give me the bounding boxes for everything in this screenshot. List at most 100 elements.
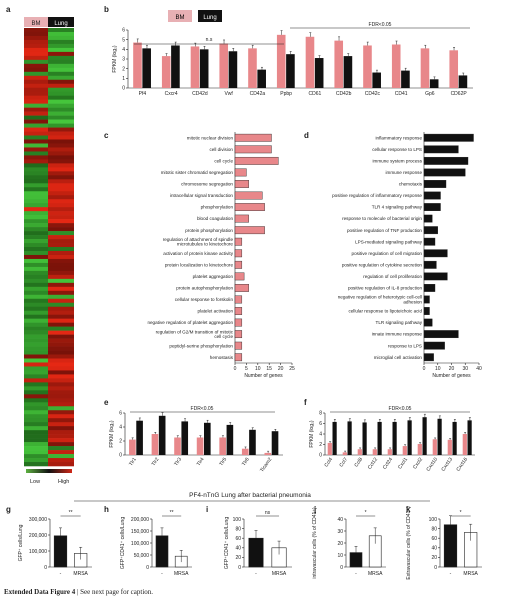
bar xyxy=(423,203,441,211)
y-tick-label: 6 xyxy=(319,421,322,427)
heatmap-cell-lung xyxy=(48,274,74,280)
bar-lung xyxy=(142,48,151,88)
panel-g-letter: g xyxy=(6,505,11,514)
y-tick-label: 40 xyxy=(337,517,343,523)
panel-b: b BM Lung xyxy=(104,5,222,22)
bar-bm xyxy=(327,442,332,455)
bar-lung xyxy=(158,415,166,455)
category-label: peptidyl-serine phosphorylation xyxy=(169,343,233,348)
heatmap-cell-bm xyxy=(24,35,48,41)
heatmap-cell-bm xyxy=(24,63,48,69)
heatmap-cell-lung xyxy=(48,458,74,463)
heatmap-cell-bm xyxy=(24,286,48,292)
x-tick-label: Tlr1 xyxy=(128,457,138,468)
heatmap-cell-lung xyxy=(48,386,74,391)
heatmap-bm-label: BM xyxy=(32,21,41,27)
heatmap-cell-lung xyxy=(48,426,74,431)
heatmap-cell-bm xyxy=(24,362,48,367)
x-tick-label: Tlr5 xyxy=(218,457,228,468)
panel-j-letter: j xyxy=(313,505,316,514)
category-label: activation of protein kinase activity xyxy=(163,251,233,256)
chart-panel-k: 0 20 40 60 80 100 - MRSA * Extravascular cells (%… xyxy=(406,506,482,580)
heatmap-cell-lung xyxy=(48,314,74,319)
heatmap-cell-bm xyxy=(24,266,48,272)
bar xyxy=(234,353,243,362)
heatmap-cell-bm xyxy=(24,334,48,339)
x-tick-label: Ccl8 xyxy=(353,457,364,469)
bar-bm xyxy=(129,439,136,455)
heatmap-cell-lung xyxy=(48,159,74,164)
bar-lung xyxy=(372,72,381,88)
heatmap-cell-bm xyxy=(24,322,48,327)
bar xyxy=(423,307,430,315)
x-tick-label: 15 xyxy=(266,366,272,372)
heatmap-cell-lung xyxy=(48,282,74,288)
heatmap-cell-bm xyxy=(24,378,48,383)
y-tick-label: 20 xyxy=(235,555,241,561)
heatmap-cell-bm xyxy=(24,390,48,395)
bar-bm xyxy=(264,452,272,455)
x-tick-label: Tlr2 xyxy=(151,457,161,468)
heatmap-cell-bm xyxy=(24,215,48,220)
heatmap-cell-lung xyxy=(48,318,74,323)
heatmap-cell-bm xyxy=(24,95,48,100)
bar xyxy=(423,237,436,246)
heatmap-cell-lung xyxy=(48,107,74,112)
bar xyxy=(234,249,243,258)
caption-text: | See next page for caption. xyxy=(75,588,154,596)
heatmap-cell-bm xyxy=(24,211,48,216)
bar-bm xyxy=(342,452,347,455)
heatmap-cell-bm xyxy=(24,183,48,188)
category-label: regulation of cell proliferation xyxy=(363,274,422,279)
bar xyxy=(423,156,469,165)
heatmap-cell-bm xyxy=(24,131,48,136)
bar-lung xyxy=(377,421,382,455)
heatmap-cell-bm xyxy=(24,159,48,164)
heatmap-cell-bm xyxy=(24,254,48,260)
heatmap-cell-lung xyxy=(48,454,74,459)
x-tick-label: 10 xyxy=(435,366,441,372)
heatmap-cell-lung xyxy=(48,239,74,244)
category-label: innate immune response xyxy=(372,332,423,337)
category-label: positive regulation of cytokine secretio… xyxy=(342,262,423,267)
bar xyxy=(234,145,272,154)
y-axis-label: GFP⁺CD41⁺ cells/Lung xyxy=(224,517,230,569)
heatmap-cell-bm xyxy=(24,39,48,45)
x-tick-label: - xyxy=(60,571,62,577)
category-label: TLR 4 signaling pathway xyxy=(372,205,423,210)
heatmap-cell-lung xyxy=(48,55,74,61)
heatmap-cell-bm xyxy=(24,410,48,415)
x-tick-label: 0 xyxy=(234,366,237,372)
bar xyxy=(234,203,265,211)
bar-lung xyxy=(407,420,412,455)
heatmap-cell-bm xyxy=(24,247,48,252)
heatmap-cell-lung xyxy=(48,131,74,136)
y-axis-label: FPKM (log₂) xyxy=(109,420,115,448)
y-tick-label: 4 xyxy=(119,425,122,431)
bar-bm xyxy=(417,443,422,455)
heatmap xyxy=(24,28,74,467)
bar-lung xyxy=(286,54,295,88)
heatmap-cell-lung xyxy=(48,262,74,268)
heatmap-cell-lung xyxy=(48,434,74,439)
heatmap-cell-bm xyxy=(24,262,48,268)
heatmap-cell-bm xyxy=(24,51,48,57)
x-tick-label: CD61 xyxy=(308,91,321,97)
heatmap-cell-bm xyxy=(24,187,48,192)
bar-bm xyxy=(196,437,204,455)
bar xyxy=(234,133,272,142)
sig-label: ** xyxy=(170,510,174,516)
heatmap-cell-lung xyxy=(48,215,74,220)
heatmap-cell-bm xyxy=(24,302,48,308)
chart-panel-i: 0 20 40 60 80 100 - MRSA ns GFP⁺CD41⁺ cells/Lung xyxy=(224,510,292,577)
heatmap-cell-bm xyxy=(24,402,48,407)
x-tick-label: 25 xyxy=(289,366,295,372)
heatmap-cell-bm xyxy=(24,382,48,387)
x-axis-label: Number of genes xyxy=(244,373,283,379)
heatmap-cell-bm xyxy=(24,47,48,53)
bar xyxy=(234,191,263,200)
y-axis-label: FPKM (log₂) xyxy=(112,45,118,73)
heatmap-cell-lung xyxy=(48,338,74,343)
category-label: mitotic nuclear division xyxy=(187,135,234,140)
section-title: PF4-nTnG Lung after bacterial pneumonia xyxy=(189,492,311,499)
